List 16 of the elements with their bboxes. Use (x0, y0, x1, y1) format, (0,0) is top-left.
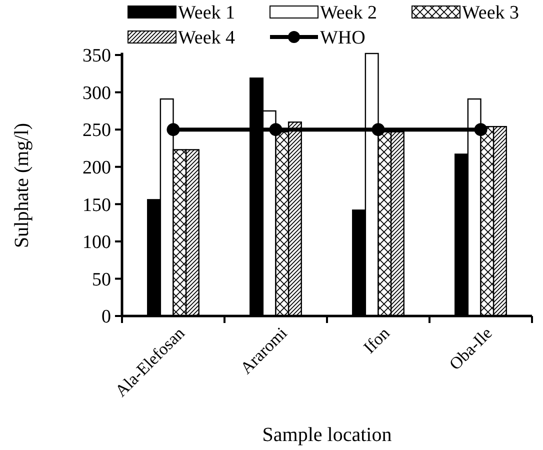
y-tick-label: 150 (82, 194, 111, 216)
legend-label: Week 2 (320, 2, 378, 24)
x-axis-title: Sample location (262, 424, 392, 446)
y-tick-label: 100 (82, 232, 111, 254)
y-axis-title: Sulphate (mg/l) (11, 123, 33, 248)
legend-label: WHO (320, 28, 366, 49)
y-tick-label: 250 (82, 120, 111, 142)
y-tick-label: 350 (82, 46, 111, 67)
x-tick-label: Ifon (360, 323, 394, 358)
y-tick-label: 0 (102, 306, 111, 328)
y-tick-label: 300 (82, 82, 111, 104)
y-tick-label: 50 (92, 269, 111, 290)
legend-label: Week 4 (178, 28, 236, 49)
y-tick-label: 200 (82, 158, 111, 179)
legend-label: Week 3 (462, 2, 520, 24)
legend-label: Week 1 (178, 2, 236, 24)
